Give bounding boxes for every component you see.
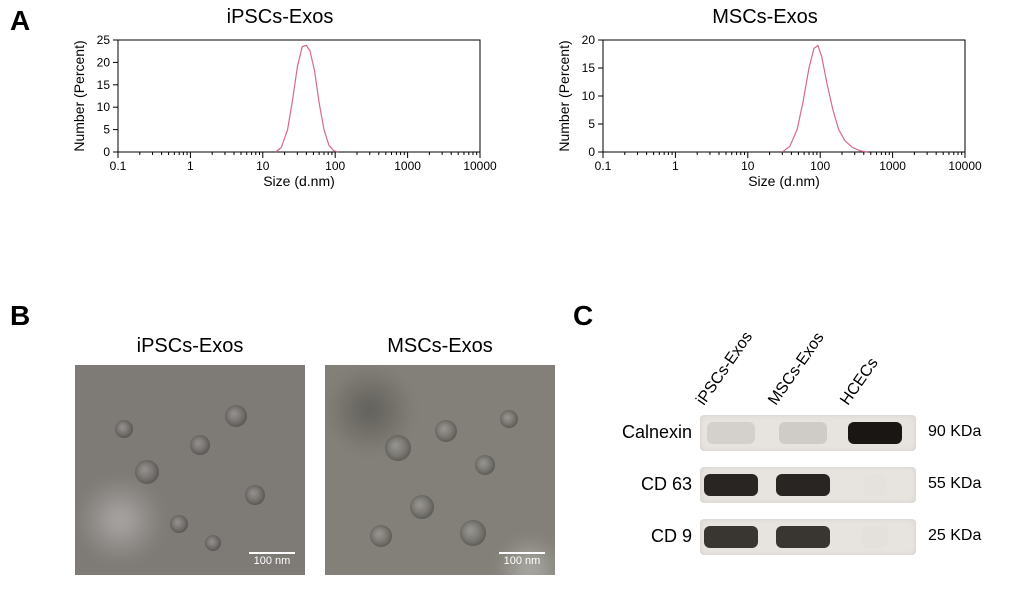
vesicle [245,485,265,505]
svg-text:10: 10 [256,159,270,173]
svg-text:10: 10 [582,89,596,103]
blot-band [862,526,888,548]
blot-row-label: Calnexin [610,422,692,443]
svg-text:Number (Percent): Number (Percent) [71,40,87,151]
western-blot: iPSCs-ExosMSCs-ExosHCECs Calnexin 90 KDa CD… [610,325,1010,585]
scale-bar-label: 100 nm [254,555,291,567]
tem-image-mscs: 100 nm [325,365,555,575]
blot-strip [700,519,916,555]
panel-b-label: B [10,300,30,332]
vesicle [370,525,392,547]
blot-band [707,422,755,444]
scale-bar: 100 nm [499,552,545,567]
vesicle [410,495,434,519]
svg-text:0: 0 [588,145,595,159]
vesicle [205,535,221,551]
blot-row-label: CD 63 [610,474,692,495]
svg-text:100: 100 [810,159,830,173]
vesicle [170,515,188,533]
blot-strip [700,415,916,451]
svg-text:15: 15 [97,78,111,92]
panel-a-label: A [10,5,30,37]
blot-band [704,474,758,496]
chart-1-title: MSCs-Exos [645,6,885,29]
figure-root: A iPSCs-Exos 05101520250.111010010001000… [0,0,1020,591]
svg-text:100: 100 [325,159,345,173]
svg-text:0: 0 [103,145,110,159]
lane-header: iPSCs-Exos [693,329,757,409]
scale-bar: 100 nm [249,552,295,567]
svg-text:1: 1 [187,159,194,173]
svg-text:10: 10 [741,159,755,173]
blot-band [776,474,830,496]
svg-text:1000: 1000 [879,159,906,173]
svg-text:5: 5 [103,123,110,137]
scale-bar-label: 100 nm [504,555,541,567]
svg-text:1: 1 [672,159,679,173]
vesicle [500,410,518,428]
chart-ipscs-exos: 05101520250.1110100100010000Size (d.nm)N… [70,30,490,190]
blot-band [779,422,827,444]
vesicle [115,420,133,438]
vesicle [190,435,210,455]
blot-band [864,474,887,496]
blot-band [848,422,902,444]
svg-text:25: 25 [97,33,111,47]
blot-band [776,526,830,548]
svg-text:10000: 10000 [948,159,982,173]
svg-text:10000: 10000 [463,159,497,173]
blot-size-label: 25 KDa [928,527,981,545]
bright-blob [75,475,165,565]
svg-text:Number (Percent): Number (Percent) [556,40,572,151]
svg-text:20: 20 [582,33,596,47]
vesicle [435,420,457,442]
svg-text:1000: 1000 [394,159,421,173]
svg-text:Size (d.nm): Size (d.nm) [748,173,820,189]
chart-mscs-exos: 051015200.1110100100010000Size (d.nm)Num… [555,30,975,190]
svg-text:15: 15 [582,61,596,75]
svg-text:20: 20 [97,55,111,69]
panel-c-label: C [573,300,593,332]
lane-header: MSCs-Exos [765,329,828,409]
svg-text:Size (d.nm): Size (d.nm) [263,173,335,189]
blot-band [704,526,758,548]
blot-size-label: 55 KDa [928,475,981,493]
tem-1-title: MSCs-Exos [325,335,555,358]
svg-text:0.1: 0.1 [110,159,127,173]
lane-header: HCECs [837,355,882,409]
vesicle [475,455,495,475]
blot-strip [700,467,916,503]
vesicle [225,405,247,427]
vesicle [460,520,486,546]
blot-size-label: 90 KDa [928,423,981,441]
svg-text:0.1: 0.1 [595,159,612,173]
chart-0-title: iPSCs-Exos [160,6,400,29]
tem-0-title: iPSCs-Exos [75,335,305,358]
blot-row-label: CD 9 [610,526,692,547]
svg-text:5: 5 [588,117,595,131]
vesicle [385,435,411,461]
svg-text:10: 10 [97,100,111,114]
vesicle [135,460,159,484]
tem-image-ipscs: 100 nm [75,365,305,575]
